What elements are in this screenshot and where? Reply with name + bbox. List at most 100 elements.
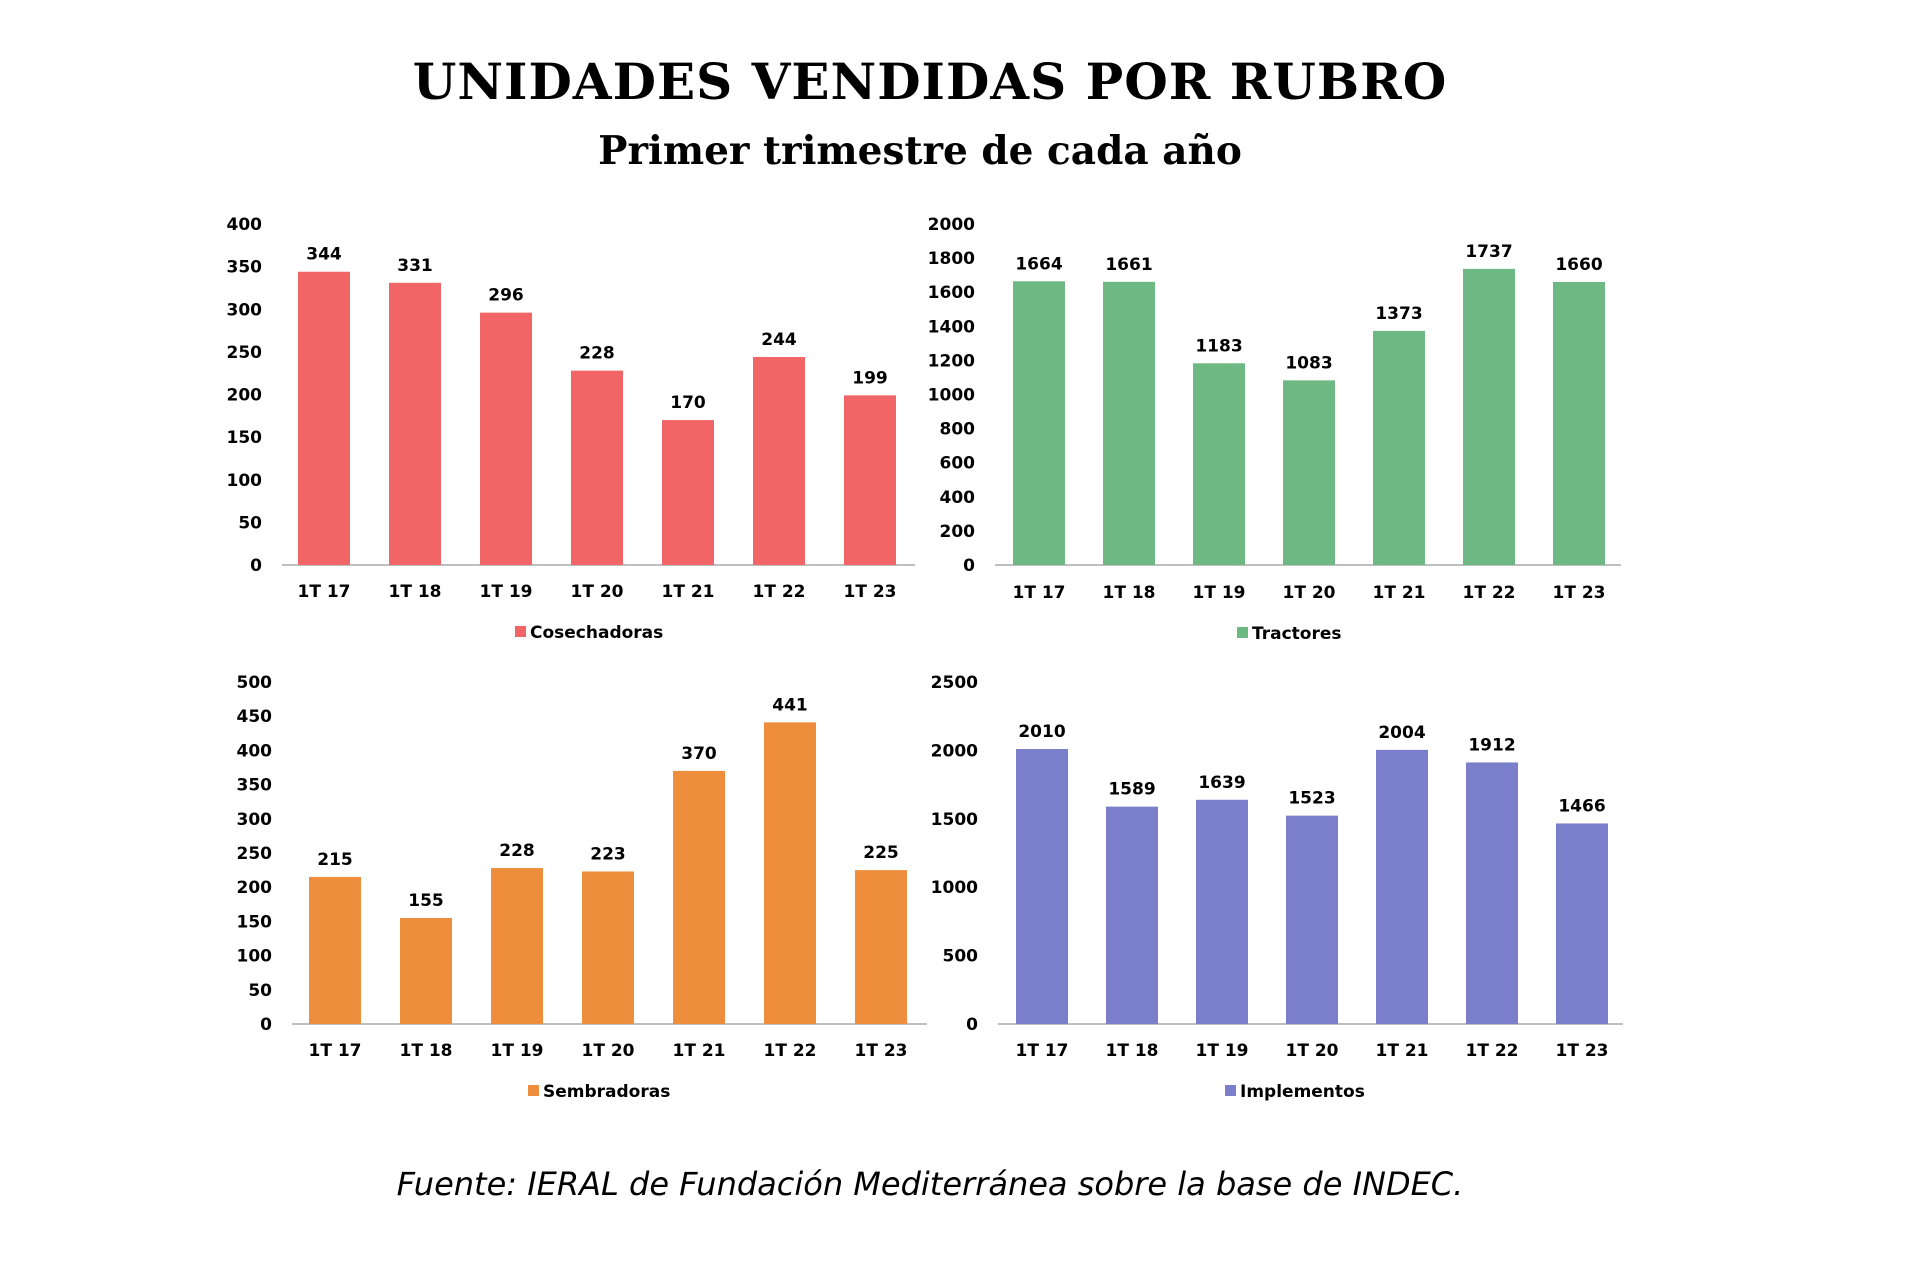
bar: [400, 917, 452, 1024]
y-tick-label: 350: [227, 258, 263, 278]
bar: [480, 312, 532, 565]
y-tick-label: 150: [227, 428, 263, 448]
bar-value-label: 1083: [1285, 353, 1332, 373]
x-tick-label: 1T 17: [1012, 583, 1065, 603]
x-tick-label: 1T 23: [1552, 583, 1605, 603]
bar: [1376, 749, 1428, 1024]
bar: [582, 871, 634, 1024]
bar-value-label: 1466: [1558, 796, 1605, 816]
bar-value-label: 296: [488, 286, 524, 306]
bar: [1556, 823, 1608, 1024]
x-tick-label: 1T 17: [308, 1041, 361, 1061]
x-tick-label: 1T 18: [399, 1041, 452, 1061]
x-tick-label: 1T 20: [581, 1041, 634, 1061]
bar: [1196, 799, 1248, 1024]
chart-implementos: 0 500 1000 1500 2000 2500 2010 1T 17 1589 1T 18 16…: [931, 673, 1623, 1102]
bar: [1286, 815, 1338, 1024]
y-tick-label: 400: [237, 741, 273, 761]
bar: [389, 282, 441, 565]
y-tick-label: 300: [237, 810, 273, 830]
chart-cosechadoras: 0 50 100 150 200 250 300 350 400 344 1T 17 331 1T 18…: [227, 215, 915, 643]
page-subtitle: Primer trimestre de cada año: [598, 128, 1242, 174]
y-tick-label: 0: [260, 1015, 272, 1035]
bar-value-label: 228: [499, 841, 535, 861]
y-tick-label: 250: [237, 844, 273, 864]
x-tick-label: 1T 17: [1015, 1041, 1068, 1061]
x-tick-label: 1T 18: [1105, 1041, 1158, 1061]
y-tick-label: 0: [966, 1015, 978, 1035]
bar-value-label: 199: [852, 368, 888, 388]
y-tick-label: 100: [227, 471, 263, 491]
x-tick-label: 1T 20: [1282, 583, 1335, 603]
bar: [1103, 281, 1155, 565]
bar: [1463, 268, 1515, 565]
bar: [1013, 281, 1065, 565]
y-tick-label: 2000: [931, 741, 978, 761]
bar: [1283, 380, 1335, 565]
x-tick-label: 1T 17: [297, 582, 350, 602]
x-tick-label: 1T 21: [1372, 583, 1425, 603]
legend-swatch: [1225, 1085, 1236, 1096]
bar-value-label: 1373: [1375, 304, 1422, 324]
y-tick-label: 250: [227, 343, 263, 363]
x-tick-label: 1T 18: [388, 582, 441, 602]
bar: [855, 870, 907, 1024]
y-tick-label: 500: [237, 673, 273, 693]
bar-value-label: 228: [579, 344, 615, 364]
chart-tractores: 0 200 400 600 800 1000 1200 1400 1600 1800 2000 166…: [928, 215, 1621, 644]
y-tick-label: 600: [940, 454, 976, 474]
bar: [1373, 330, 1425, 565]
legend-label: Tractores: [1252, 624, 1342, 644]
bar: [844, 395, 896, 565]
bar: [1193, 363, 1245, 565]
bar: [1016, 749, 1068, 1024]
x-tick-label: 1T 21: [672, 1041, 725, 1061]
bar-value-label: 223: [590, 844, 626, 864]
y-tick-label: 200: [227, 386, 263, 406]
bar-value-label: 1912: [1468, 735, 1515, 755]
bar-value-label: 1523: [1288, 789, 1335, 809]
bar: [491, 868, 543, 1024]
y-tick-label: 1500: [931, 810, 978, 830]
legend-label: Implementos: [1240, 1082, 1365, 1102]
y-tick-label: 0: [963, 556, 975, 576]
y-tick-label: 300: [227, 300, 263, 320]
x-tick-label: 1T 22: [1465, 1041, 1518, 1061]
page-title: UNIDADES VENDIDAS POR RUBRO: [412, 52, 1448, 111]
y-tick-label: 200: [237, 878, 273, 898]
bar-value-label: 1661: [1105, 255, 1152, 275]
bar-value-label: 2010: [1018, 722, 1065, 742]
bar-value-label: 2004: [1378, 723, 1425, 743]
x-tick-label: 1T 20: [570, 582, 623, 602]
legend-swatch: [515, 626, 526, 637]
bar-value-label: 244: [761, 330, 797, 350]
bar: [309, 876, 361, 1024]
x-tick-label: 1T 18: [1102, 583, 1155, 603]
x-tick-label: 1T 22: [1462, 583, 1515, 603]
bar: [753, 356, 805, 565]
x-tick-label: 1T 23: [854, 1041, 907, 1061]
y-tick-label: 2000: [928, 215, 975, 235]
bar: [571, 370, 623, 565]
x-tick-label: 1T 20: [1285, 1041, 1338, 1061]
y-tick-label: 1000: [931, 878, 978, 898]
legend-swatch: [1237, 627, 1248, 638]
bar-value-label: 1737: [1465, 242, 1512, 262]
y-tick-label: 1200: [928, 351, 975, 371]
x-tick-label: 1T 21: [661, 582, 714, 602]
x-tick-label: 1T 19: [1195, 1041, 1248, 1061]
bar-value-label: 1639: [1198, 773, 1245, 793]
x-tick-label: 1T 22: [752, 582, 805, 602]
bar: [662, 420, 714, 565]
y-tick-label: 200: [940, 522, 976, 542]
x-tick-label: 1T 23: [843, 582, 896, 602]
bar-value-label: 344: [306, 245, 342, 265]
bar: [1106, 806, 1158, 1024]
legend-label: Sembradoras: [543, 1082, 670, 1102]
x-tick-label: 1T 22: [763, 1041, 816, 1061]
y-tick-label: 350: [237, 776, 273, 796]
bar-value-label: 1660: [1555, 255, 1602, 275]
y-tick-label: 450: [237, 707, 273, 727]
bar-value-label: 1589: [1108, 780, 1155, 800]
